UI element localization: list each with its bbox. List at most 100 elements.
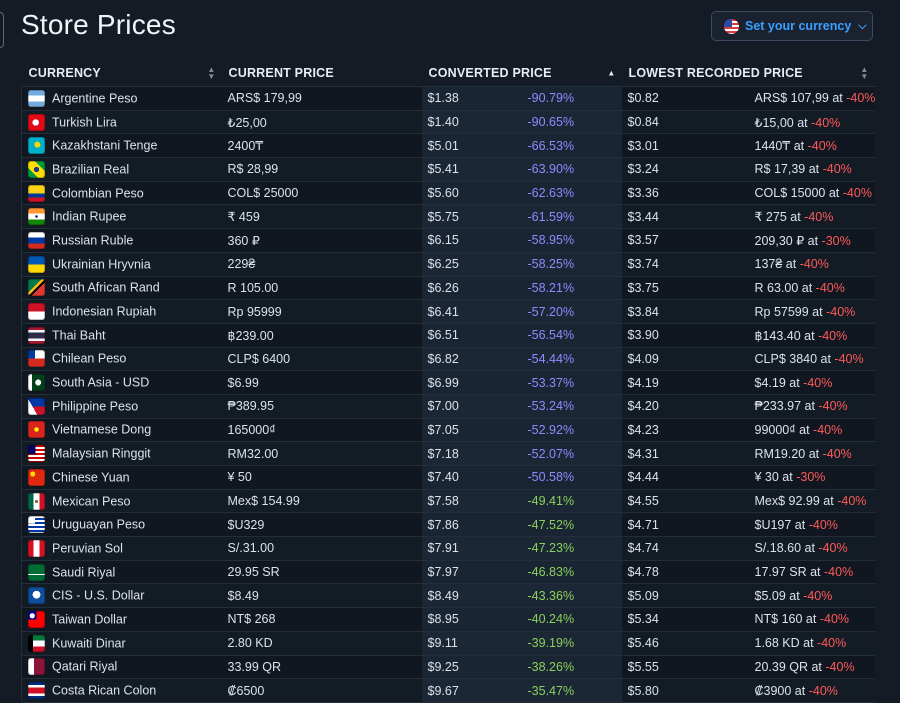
table-row[interactable]: Argentine Peso ARS$ 179,99 $1.38 -90.79% $0.… — [21, 86, 875, 111]
id-flag-icon — [28, 303, 45, 321]
lowest-local-price: 1.68 KD at — [754, 636, 818, 651]
lowest-price: $3.84 — [621, 299, 749, 324]
table-row[interactable]: Indonesian Rupiah Rp 95999 $6.41 -57.20% $3.… — [21, 299, 875, 324]
sort-icon: ▲ ▼ — [860, 65, 869, 81]
header-lowest-price[interactable]: LOWEST RECORDED PRICE ▲ ▼ — [622, 60, 875, 87]
lowest-price: $3.44 — [621, 204, 749, 229]
lowest-discount: -40% — [808, 683, 838, 698]
table-row[interactable]: Kazakhstani Tenge 2400₸ $5.01 -66.53% $3.01 1… — [21, 133, 875, 158]
table-row[interactable]: Colombian Peso COL$ 25000 $5.60 -62.63% $3.3… — [21, 180, 875, 205]
header-current-price[interactable]: CURRENT PRICE — [222, 60, 422, 87]
currency-cell: Uruguayan Peso — [21, 512, 222, 537]
converted-price: $7.40 — [421, 465, 522, 490]
table-row[interactable]: Chilean Peso CLP$ 6400 $6.82 -54.44% $4.09 CL… — [21, 346, 875, 371]
currency-name: Taiwan Dollar — [52, 612, 128, 627]
currency-cell: Taiwan Dollar — [21, 607, 222, 632]
currency-name: Russian Ruble — [52, 233, 134, 248]
table-row[interactable]: Ukrainian Hryvnia 229₴ $6.25 -58.25% $3.74 13… — [21, 251, 875, 276]
currency-cell: Chinese Yuan — [21, 465, 222, 490]
sidebar-edge — [0, 12, 4, 48]
set-currency-button[interactable]: Set your currency ⌵ — [711, 11, 873, 41]
current-price: ARS$ 179,99 — [221, 86, 422, 111]
table-row[interactable]: Chinese Yuan ¥ 50 $7.40 -50.58% $4.44 ¥ 30 at… — [21, 465, 875, 490]
lowest-price-detail: 99000₫ at -40% — [748, 417, 875, 442]
table-row[interactable]: Indian Rupee ₹ 459 $5.75 -61.59% $3.44 ₹ 275 … — [21, 204, 875, 229]
lowest-price: $3.74 — [621, 251, 749, 276]
cr-flag-icon — [28, 682, 45, 700]
current-price: $6.99 — [221, 370, 422, 395]
table-row[interactable]: Mexican Peso Mex$ 154.99 $7.58 -49.41% $4.55… — [21, 488, 875, 513]
table-row[interactable]: Qatari Riyal 33.99 QR $9.25 -38.26% $5.55 20.… — [21, 654, 875, 679]
pe-flag-icon — [28, 539, 45, 557]
lowest-price-detail: ₺15,00 at -40% — [748, 109, 875, 134]
currency-cell: Thai Baht — [21, 322, 222, 348]
currency-name: Colombian Peso — [52, 186, 144, 201]
currency-cell: Malaysian Ringgit — [21, 441, 222, 466]
table-row[interactable]: Costa Rican Colon ₡6500 $9.67 -35.47% $5.80 ₡… — [21, 678, 875, 703]
price-difference-percent: -46.83% — [521, 559, 622, 584]
table-row[interactable]: Philippine Peso ₱389.95 $7.00 -53.24% $4.20 ₱… — [21, 393, 875, 419]
table-row[interactable]: Malaysian Ringgit RM32.00 $7.18 -52.07% $4.3… — [21, 441, 875, 466]
converted-price: $6.82 — [421, 346, 522, 371]
table-row[interactable]: Vietnamese Dong 165000₫ $7.05 -52.92% $4.23 9… — [21, 417, 875, 442]
lowest-discount: -40% — [822, 162, 852, 177]
table-row[interactable]: Saudi Riyal 29.95 SR $7.97 -46.83% $4.78 17.9… — [21, 559, 875, 584]
lowest-local-price: ARS$ 107,99 at — [754, 91, 847, 106]
current-price: ₡6500 — [221, 678, 422, 703]
lowest-local-price: 20.39 QR at — [754, 659, 826, 674]
converted-price: $9.25 — [421, 654, 522, 679]
br-flag-icon — [28, 160, 45, 178]
table-row[interactable]: South Asia - USD $6.99 $6.99 -53.37% $4.19 $4… — [21, 370, 875, 395]
lowest-discount: -40% — [807, 139, 837, 154]
lowest-local-price: Rp 57599 at — [754, 304, 827, 319]
price-difference-percent: -52.07% — [521, 441, 622, 466]
table-row[interactable]: Turkish Lira ₺25,00 $1.40 -90.65% $0.84 ₺15,0… — [21, 109, 875, 134]
lowest-price: $4.20 — [621, 393, 749, 419]
chevron-down-icon: ⌵ — [858, 19, 867, 32]
lowest-price-detail: $5.09 at -40% — [748, 583, 875, 608]
lowest-price-detail: NT$ 160 at -40% — [748, 607, 875, 632]
price-difference-percent: -58.25% — [521, 251, 622, 276]
table-row[interactable]: Thai Baht ฿239.00 $6.51 -56.54% $3.90 ฿143.40… — [21, 322, 875, 348]
header-converted-price[interactable]: CONVERTED PRICE ▲ — [422, 60, 622, 87]
table-row[interactable]: Kuwaiti Dinar 2.80 KD $9.11 -39.19% $5.46 1.6… — [21, 630, 875, 655]
current-price: ฿239.00 — [221, 322, 422, 348]
lowest-discount: -40% — [825, 659, 855, 674]
lowest-price-detail: ₹ 275 at -40% — [748, 204, 875, 229]
table-row[interactable]: South African Rand R 105.00 $6.26 -58.21% $3… — [21, 275, 875, 300]
currency-name: Uruguayan Peso — [52, 517, 146, 532]
lowest-price: $0.82 — [621, 86, 749, 111]
converted-price: $7.97 — [421, 559, 522, 584]
lowest-discount: -40% — [803, 375, 833, 390]
currency-name: South African Rand — [52, 280, 160, 295]
header-current-label: CURRENT PRICE — [228, 66, 334, 80]
lowest-price-detail: 17.97 SR at -40% — [748, 559, 875, 584]
lowest-discount: -40% — [837, 494, 867, 509]
lowest-price: $4.55 — [621, 488, 749, 513]
current-price: CLP$ 6400 — [221, 346, 422, 371]
header-currency[interactable]: CURRENCY ▲ ▼ — [22, 60, 222, 87]
currency-name: Chilean Peso — [52, 351, 127, 366]
page-title: Store Prices — [21, 9, 176, 40]
lowest-local-price: ¥ 30 at — [754, 470, 797, 485]
lowest-discount: -40% — [834, 351, 864, 366]
table-row[interactable]: Taiwan Dollar NT$ 268 $8.95 -40.24% $5.34 NT$… — [21, 607, 875, 632]
currency-cell: Costa Rican Colon — [21, 678, 222, 703]
currency-name: Vietnamese Dong — [52, 422, 152, 437]
converted-price: $7.00 — [421, 393, 522, 419]
price-difference-percent: -39.19% — [521, 630, 622, 655]
table-row[interactable]: CIS - U.S. Dollar $8.49 $8.49 -43.36% $5.09 $… — [21, 583, 875, 608]
table-row[interactable]: Peruvian Sol S/.31.00 $7.91 -47.23% $4.74 S/.… — [21, 536, 875, 561]
ph-flag-icon — [28, 397, 45, 415]
table-row[interactable]: Uruguayan Peso $U329 $7.86 -47.52% $4.71 $U19… — [21, 512, 875, 537]
lowest-price-detail: ฿143.40 at -40% — [748, 322, 875, 348]
lowest-price-detail: ₡3900 at -40% — [748, 678, 875, 703]
table-row[interactable]: Brazilian Real R$ 28,99 $5.41 -63.90% $3.24 R… — [21, 157, 875, 182]
lowest-local-price: $4.19 at — [754, 375, 804, 390]
currency-cell: CIS - U.S. Dollar — [21, 583, 222, 608]
currency-name: Argentine Peso — [52, 91, 138, 106]
current-price: ₹ 459 — [221, 204, 422, 229]
lowest-discount: -40% — [803, 588, 833, 603]
current-price: COL$ 25000 — [221, 180, 422, 205]
table-row[interactable]: Russian Ruble 360 ₽ $6.15 -58.95% $3.57 209,3… — [21, 228, 875, 253]
